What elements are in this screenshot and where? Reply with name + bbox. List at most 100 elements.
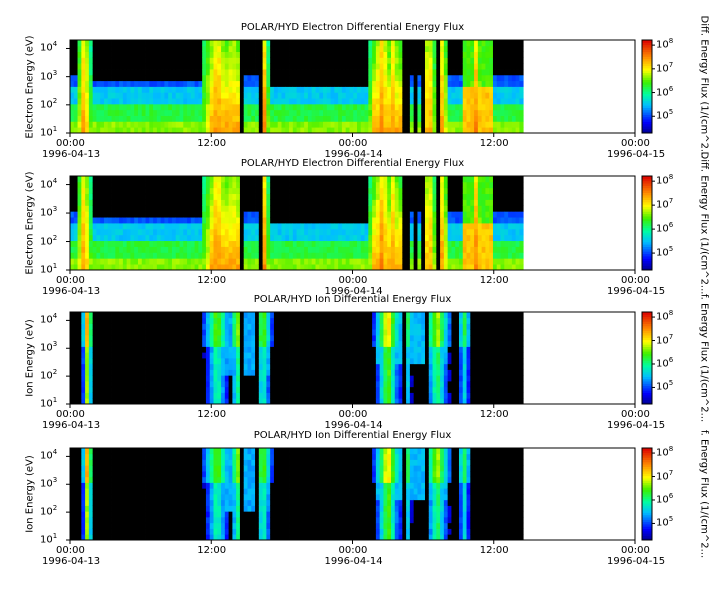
spectrogram-cell [77,121,82,128]
spectrogram-cell [141,86,146,93]
spectrogram-cell [224,109,230,116]
spectrogram-cell [375,234,381,242]
spectrogram-cell [115,312,120,319]
spectrogram-cell [508,187,513,195]
spectrogram-cell [187,98,192,105]
spectrogram-cell [141,317,146,324]
spectrogram-cell [168,329,173,336]
spectrogram-cell [289,103,294,111]
spectrogram-cell [289,381,294,388]
spectrogram-cell [440,246,445,253]
spectrogram-cell [292,109,297,116]
spectrogram-cell [383,92,388,99]
spectrogram-cell [179,57,184,64]
spectrogram-cell [171,176,177,183]
spectrogram-cell [175,92,180,99]
spectrogram-cell [417,176,422,183]
spectrogram-cell [477,217,483,224]
spectrogram-cell [307,228,313,236]
spectrogram-cell [221,217,226,224]
colorbar-segment [642,63,652,67]
spectrogram-cell [73,323,78,330]
spectrogram-cell [258,187,263,195]
spectrogram-cell [179,45,184,53]
spectrogram-cell [394,63,399,70]
spectrogram-cell [319,115,324,122]
spectrogram-cell [100,86,105,93]
spectrogram-cell [103,57,109,64]
spectrogram-cell [455,115,460,122]
spectrogram-cell [455,69,460,76]
spectrogram-cell [187,392,192,399]
spectrogram-cell [255,92,260,99]
spectrogram-cell [209,228,214,236]
spectrogram-cell [424,264,430,271]
spectrogram-cell [277,193,282,200]
spectrogram-cell [262,381,267,388]
spectrogram-cell [409,228,415,236]
spectrogram-cell [153,317,158,324]
spectrogram-cell [70,329,75,336]
spectrogram-cell [183,205,188,212]
spectrogram-cell [85,69,90,76]
spectrogram-cell [466,258,471,265]
spectrogram-cell [145,335,150,342]
spectrogram-cell [183,234,188,242]
spectrogram-cell [111,240,116,247]
spectrogram-cell [171,375,177,382]
spectrogram-cell [205,217,211,224]
spectrogram-cell [353,103,358,111]
spectrogram-cell [341,264,347,271]
spectrogram-cell [485,51,490,58]
spectrogram-cell [307,223,313,230]
spectrogram-cell [153,223,158,230]
spectrogram-cell [179,103,184,111]
spectrogram-cell [70,109,75,116]
spectrogram-cell [300,317,305,324]
spectrogram-cell [375,258,381,265]
spectrogram-cell [156,109,162,116]
spectrogram-cell [236,181,241,189]
spectrogram-cell [436,246,441,253]
spectrogram-cell [137,369,143,376]
spectrogram-cell [149,346,154,353]
spectrogram-cell [251,381,256,388]
spectrogram-cell [432,69,437,76]
spectrogram-cell [458,45,464,53]
spectrogram-cell [489,115,494,122]
spectrogram-cell [421,217,426,224]
colorbar-segment [642,58,652,62]
spectrogram-cell [221,74,226,82]
spectrogram-cell [137,323,143,330]
spectrogram-cell [255,193,260,200]
spectrogram-cell [315,240,320,247]
spectrogram-cell [508,181,513,189]
spectrogram-cell [319,258,324,265]
spectrogram-cell [107,375,112,382]
spectrogram-cell [236,312,241,319]
spectrogram-cell [100,69,105,76]
spectrogram-cell [119,193,124,200]
spectrogram-cell [168,358,173,365]
spectrogram-cell [353,234,358,242]
spectrogram-cell [96,329,101,336]
colorbar-segment [642,187,652,191]
spectrogram-cell [228,258,233,265]
spectrogram-cell [156,340,162,347]
spectrogram-cell [236,228,241,236]
spectrogram-cell [119,329,124,336]
spectrogram-cell [270,234,275,242]
spectrogram-cell [224,121,230,128]
spectrogram-cell [319,199,324,206]
spectrogram-cell [77,217,82,224]
spectrogram-cell [345,217,350,224]
spectrogram-cell [492,74,498,82]
spectrogram-cell [92,127,97,134]
spectrogram-cell [194,392,199,399]
spectrogram-cell [285,386,290,393]
spectrogram-cell [477,86,483,93]
spectrogram-cell [383,246,388,253]
spectrogram-cell [323,228,328,236]
spectrogram-cell [168,69,173,76]
spectrogram-cell [73,63,78,70]
